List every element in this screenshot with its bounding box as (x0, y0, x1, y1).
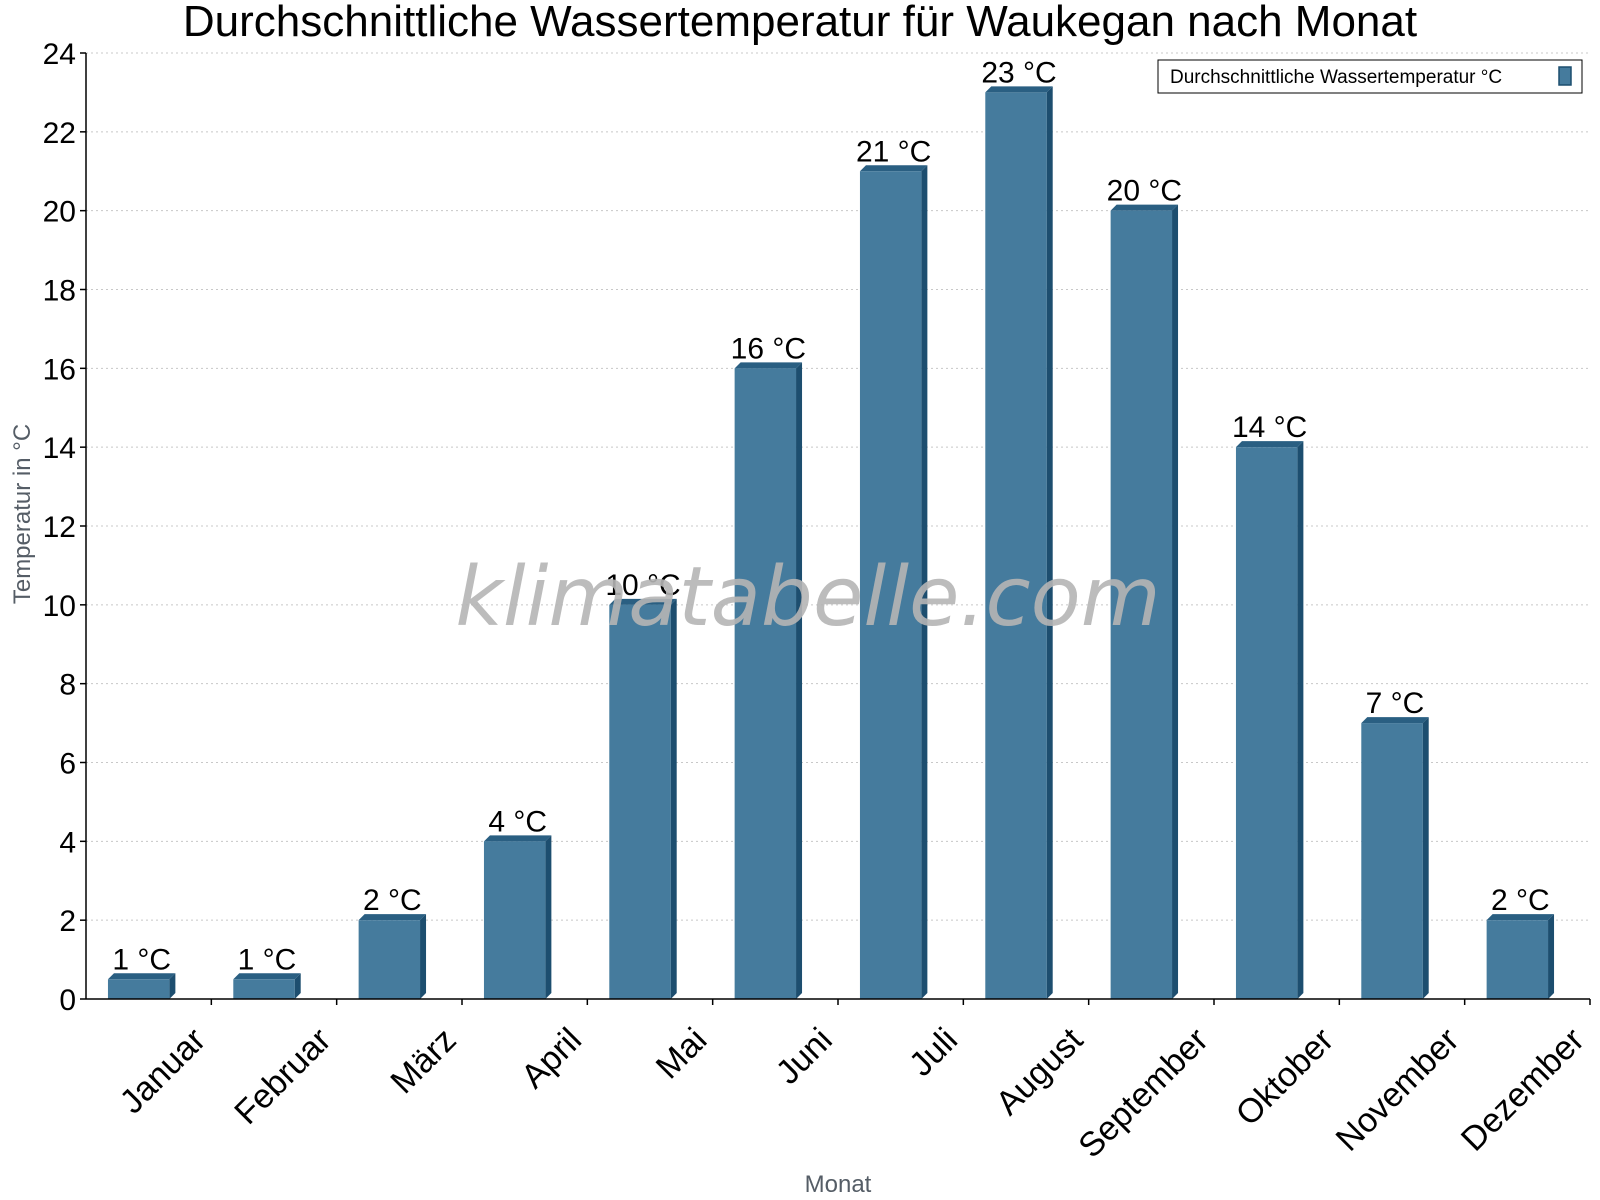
bar (358, 914, 427, 999)
bar (1235, 441, 1304, 1000)
x-tick-label: April (514, 1021, 589, 1096)
value-labels: 1 °C 1 °C 2 °C 4 °C 10 °C 16 °C 21 °C 23 °C 20 °… (112, 56, 1549, 976)
x-tick-label: November (1329, 1021, 1467, 1159)
bar (1361, 717, 1429, 999)
bar-side (670, 598, 677, 999)
bar-top (107, 973, 176, 980)
bar-side (1172, 204, 1179, 999)
x-tick-label: Mai (649, 1021, 715, 1087)
bar-side (1548, 914, 1555, 999)
value-label: 7 °C (1366, 687, 1425, 720)
bar-front (1361, 723, 1423, 999)
bar-side (921, 165, 928, 999)
bar-side (294, 973, 301, 999)
bar-front (859, 171, 922, 999)
y-tick-label: 8 (59, 669, 76, 702)
value-label: 14 °C (1232, 411, 1307, 444)
x-tick-label: Oktober (1229, 1021, 1341, 1133)
y-tick-label: 0 (59, 984, 76, 1017)
y-axis-label: Temperatur in °C (9, 424, 36, 604)
bar (985, 86, 1053, 999)
bar-front (233, 979, 295, 999)
bar-front (1486, 920, 1549, 999)
y-tick-label: 20 (43, 196, 76, 229)
chart-title: Durchschnittliche Wassertemperatur für W… (183, 0, 1417, 46)
watermark: klimatabelle.com (455, 550, 1160, 645)
value-label: 2 °C (1491, 884, 1550, 917)
value-label: 16 °C (731, 332, 806, 365)
x-tick-label: Juli (902, 1021, 965, 1084)
bar (107, 973, 176, 999)
bar-front (1110, 210, 1173, 999)
bar-front (609, 604, 671, 999)
x-tick-label: März (383, 1021, 463, 1101)
value-label: 2 °C (363, 884, 422, 917)
bar-front (985, 92, 1047, 999)
value-label: 23 °C (981, 56, 1056, 89)
value-label: 10 °C (605, 569, 680, 602)
x-tick-label: September (1071, 1021, 1215, 1165)
bar-front (483, 841, 546, 999)
bar (1486, 914, 1555, 999)
x-tick-label: Juni (769, 1021, 840, 1092)
y-tick-label: 10 (43, 590, 76, 623)
x-tick-label: Dezember (1454, 1021, 1592, 1159)
y-tick-label: 12 (43, 511, 76, 544)
bar-side (1297, 441, 1304, 1000)
bar-top (358, 914, 427, 921)
x-tick-label: August (989, 1020, 1091, 1122)
bar-top (859, 165, 928, 172)
legend-entry-label: Durchschnittliche Wassertemperatur °C (1170, 67, 1502, 88)
bar-side (1422, 717, 1429, 999)
bar-top (1235, 441, 1304, 448)
bar-front (734, 368, 797, 999)
bar (859, 165, 928, 999)
value-label: 20 °C (1107, 175, 1182, 208)
y-tick-label: 2 (59, 905, 76, 938)
x-tick-label: Februar (227, 1021, 338, 1132)
bar-top (734, 362, 803, 369)
bar-front (358, 920, 421, 999)
x-axis-ticks: Januar Februar März April Mai Juni Juli AugustS… (113, 999, 1592, 1165)
y-tick-label: 14 (43, 432, 76, 465)
grid-lines (86, 52, 1590, 921)
bar-side (796, 362, 803, 999)
y-tick-label: 24 (43, 38, 76, 71)
bar (1110, 204, 1179, 999)
bar-front (1235, 447, 1298, 1000)
bar-side (420, 914, 427, 999)
legend-box (1157, 59, 1583, 94)
value-label: 1 °C (112, 943, 171, 976)
bar-top (1486, 914, 1555, 921)
bar-top (609, 598, 677, 605)
bar-side (169, 973, 176, 999)
bar-top (985, 86, 1053, 93)
y-tick-label: 22 (43, 117, 76, 150)
x-axis-label: Monat (805, 1171, 872, 1198)
y-tick-label: 16 (43, 353, 76, 386)
value-label: 4 °C (488, 805, 547, 838)
y-tick-label: 4 (59, 826, 76, 859)
legend-swatch (1558, 66, 1572, 86)
bar-front (107, 979, 170, 999)
bar-side (1046, 86, 1053, 999)
x-tick-label: Januar (113, 1021, 213, 1121)
value-label: 1 °C (238, 943, 297, 976)
y-tick-label: 6 (59, 748, 76, 781)
bar-top (1361, 717, 1429, 724)
bar-top (483, 835, 552, 842)
bar-top (1110, 204, 1179, 211)
bar (483, 835, 552, 999)
value-label: 21 °C (856, 135, 931, 168)
bar-top (233, 973, 301, 980)
legend: Durchschnittliche Wassertemperatur °C (1157, 59, 1583, 94)
bars (107, 86, 1555, 1000)
bar-side (545, 835, 552, 999)
bar (233, 973, 301, 999)
y-tick-label: 18 (43, 275, 76, 308)
bar (734, 362, 803, 999)
bar (609, 598, 677, 999)
